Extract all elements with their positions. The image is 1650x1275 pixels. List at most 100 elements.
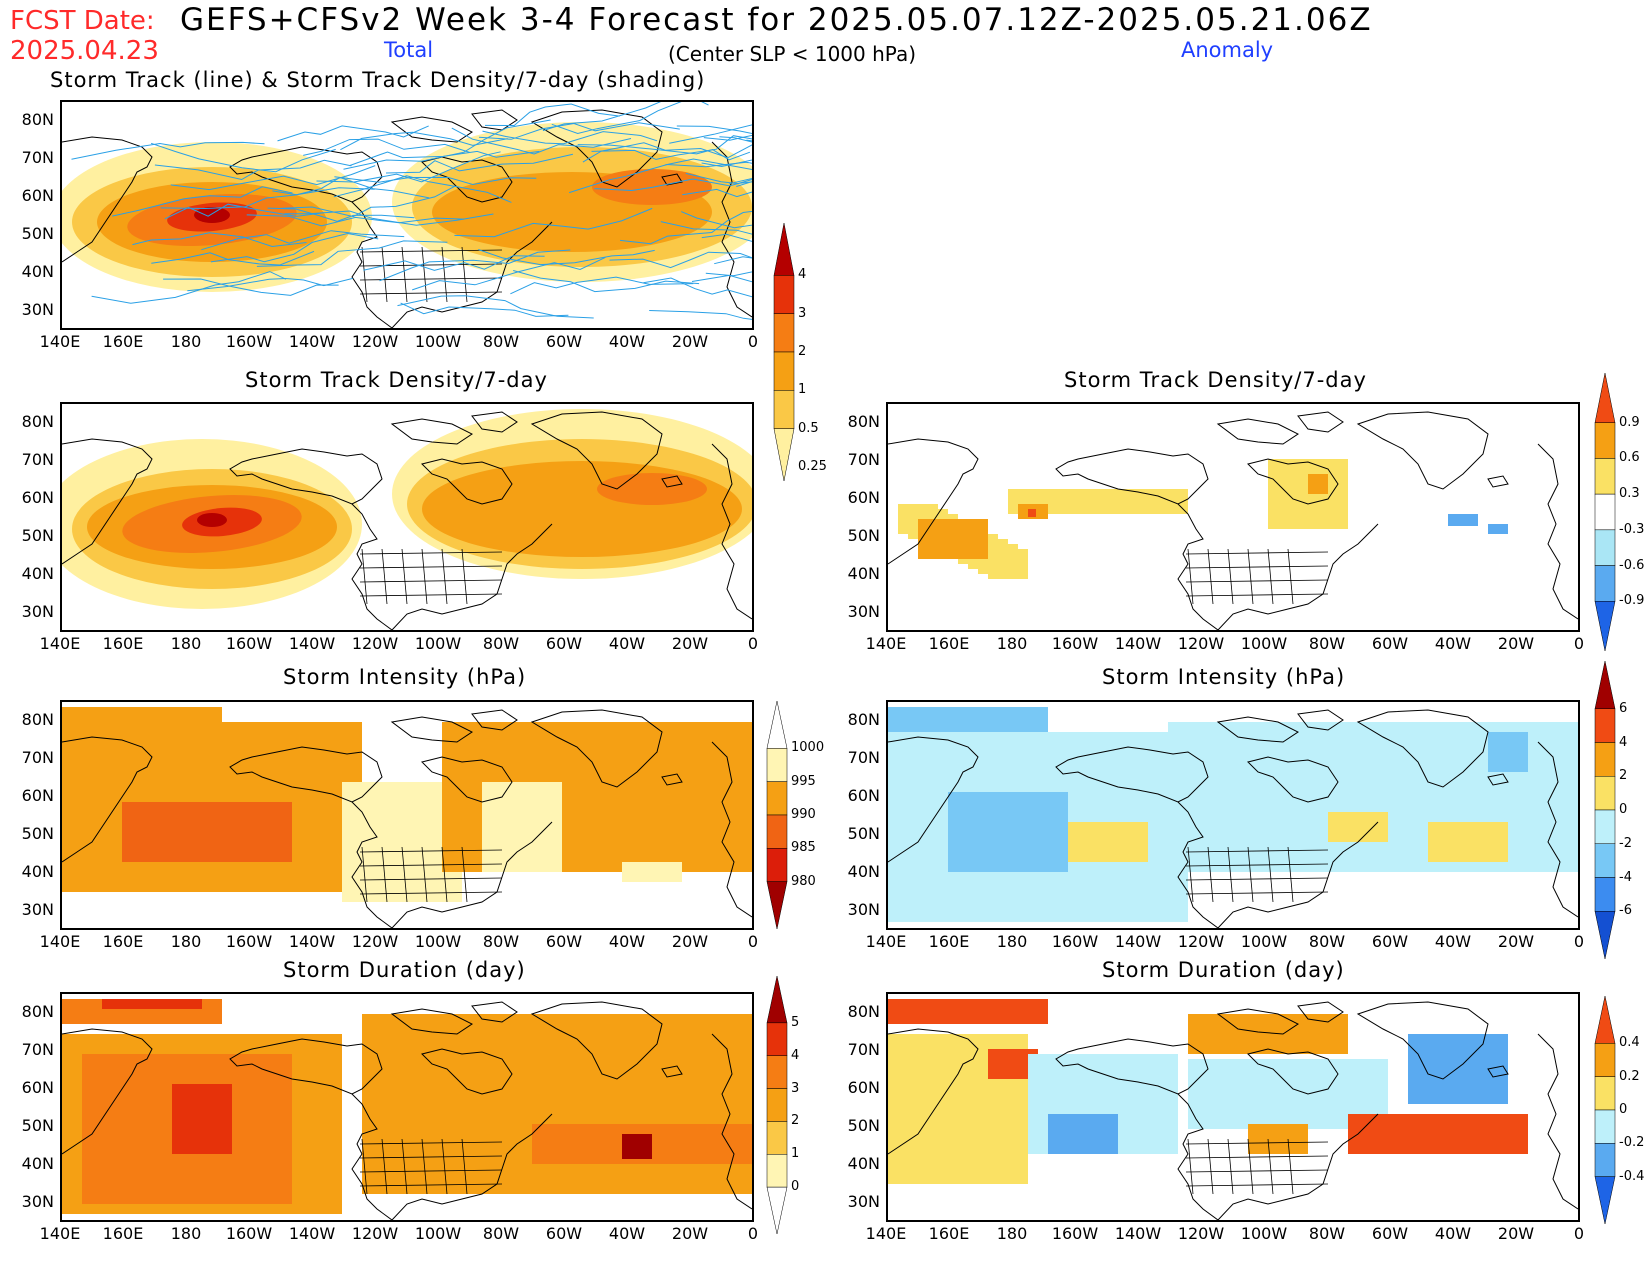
colorbar-top-arrow xyxy=(1594,995,1616,1044)
lon-tick-label: 40W xyxy=(608,932,646,951)
colorbar-tick-label: 990 xyxy=(791,807,816,822)
intensity-total-map xyxy=(60,700,754,930)
lat-tick-label: 30N xyxy=(847,602,880,621)
colorbar-tick-label: 980 xyxy=(791,873,816,889)
colorbar-tick-label: 0.4 xyxy=(1619,1035,1640,1051)
colorbar-top-arrow xyxy=(1594,372,1616,423)
colorbar-tick-label: 6 xyxy=(1619,700,1628,716)
lon-tick-label: 160E xyxy=(928,932,970,951)
lon-tick-label: 180 xyxy=(170,1224,202,1243)
colorbar-bottom-arrow xyxy=(766,1186,788,1235)
colorbar-tick-label: 2 xyxy=(798,344,807,359)
lat-tick-label: 50N xyxy=(21,1116,54,1135)
density-total-title: Storm Track Density/7-day xyxy=(245,368,548,392)
colorbar-tick-label: 2 xyxy=(1619,768,1628,784)
duration-total-title: Storm Duration (day) xyxy=(283,958,526,982)
colorbar-bottom-arrow xyxy=(1594,911,1616,960)
colorbar-segment xyxy=(766,1088,788,1122)
colorbar-segment xyxy=(766,748,788,782)
colorbar-tick-label: 0 xyxy=(1619,802,1628,817)
lon-tick-label: 60W xyxy=(1371,1224,1409,1243)
lon-tick-label: 60W xyxy=(545,332,583,351)
lat-tick-label: 70N xyxy=(21,1040,54,1059)
colorbar-segment xyxy=(773,351,795,391)
colorbar-swatches xyxy=(1594,372,1616,652)
lon-tick-label: 140E xyxy=(865,634,907,653)
colorbar-tick-label: 995 xyxy=(791,773,816,789)
lon-tick-label: 120W xyxy=(351,634,399,653)
colorbar-bottom-arrow xyxy=(1594,601,1616,652)
lon-tick-label: 0 xyxy=(1573,1224,1585,1243)
lat-tick-label: 40N xyxy=(21,862,54,881)
lon-tick-label: 60W xyxy=(1371,932,1409,951)
lon-tick-label: 140E xyxy=(39,1224,81,1243)
lon-tick-label: 160W xyxy=(225,634,273,653)
lon-tick-label: 0 xyxy=(1573,932,1585,951)
lat-tick-label: 30N xyxy=(21,1192,54,1211)
colorbar-top-arrow xyxy=(766,700,788,749)
lon-tick-label: 120W xyxy=(351,932,399,951)
track-panel-title: Storm Track (line) & Storm Track Density… xyxy=(50,68,706,92)
lon-tick-label: 20W xyxy=(1497,634,1535,653)
lat-tick-label: 60N xyxy=(21,786,54,805)
lon-tick-label: 160E xyxy=(928,634,970,653)
lon-tick-label: 160W xyxy=(1051,634,1099,653)
lon-tick-label: 40W xyxy=(1434,1224,1472,1243)
colorbar-tick-label: 0.25 xyxy=(798,459,827,474)
lon-tick-label: 120W xyxy=(1177,932,1225,951)
lon-tick-label: 140E xyxy=(39,932,81,951)
colorbar-tick-label: 4 xyxy=(798,267,807,283)
lon-tick-label: 100W xyxy=(414,634,462,653)
colorbar-tick-label: -6 xyxy=(1619,903,1632,919)
lon-tick-label: 140E xyxy=(865,1224,907,1243)
lat-tick-label: 50N xyxy=(847,1116,880,1135)
lat-tick-label: 80N xyxy=(21,412,54,431)
lat-tick-label: 30N xyxy=(847,1192,880,1211)
lat-tick-label: 80N xyxy=(847,412,880,431)
colorbar-tick-label: 4 xyxy=(1619,734,1628,750)
lon-tick-label: 100W xyxy=(414,332,462,351)
lon-tick-label: 60W xyxy=(545,634,583,653)
lon-tick-label: 140W xyxy=(288,1224,336,1243)
lon-tick-label: 40W xyxy=(1434,634,1472,653)
lon-tick-label: 80W xyxy=(482,634,520,653)
lat-tick-label: 40N xyxy=(847,1154,880,1173)
lat-tick-label: 80N xyxy=(21,110,54,129)
colorbar-segment xyxy=(1594,493,1616,531)
lon-tick-label: 40W xyxy=(608,1224,646,1243)
colorbar-tick-label: 985 xyxy=(791,840,816,856)
lon-tick-label: 160E xyxy=(102,932,144,951)
colorbar-segment xyxy=(1594,1109,1616,1144)
lon-tick-label: 80W xyxy=(1308,634,1346,653)
lat-tick-label: 50N xyxy=(847,824,880,843)
lat-tick-label: 50N xyxy=(847,526,880,545)
colorbar-segment xyxy=(766,781,788,816)
colorbar-segment xyxy=(773,275,795,314)
colorbar-segment xyxy=(766,1055,788,1089)
lat-tick-label: 60N xyxy=(847,488,880,507)
lon-tick-label: 80W xyxy=(482,932,520,951)
colorbar-segment xyxy=(766,1154,788,1188)
lat-tick-label: 50N xyxy=(21,224,54,243)
colorbar-segment xyxy=(1594,1143,1616,1177)
colorbar-segment xyxy=(766,1022,788,1056)
lon-tick-label: 60W xyxy=(545,1224,583,1243)
colorbar-segment xyxy=(1594,877,1616,912)
lat-tick-label: 40N xyxy=(847,862,880,881)
colorbar-segment xyxy=(1594,422,1616,459)
lat-tick-label: 50N xyxy=(21,824,54,843)
lon-tick-label: 20W xyxy=(671,932,709,951)
lat-tick-label: 60N xyxy=(21,1078,54,1097)
colorbar-segment xyxy=(766,848,788,882)
colorbar-tick-label: 4 xyxy=(791,1047,800,1063)
lat-tick-label: 80N xyxy=(847,1002,880,1021)
colorbar-top-arrow xyxy=(773,222,795,276)
colorbar-segment xyxy=(766,814,788,849)
lon-tick-label: 100W xyxy=(1240,1224,1288,1243)
lon-tick-label: 140E xyxy=(865,932,907,951)
colorbar-tick-label: 3 xyxy=(798,305,807,321)
lat-tick-label: 80N xyxy=(21,710,54,729)
lon-tick-label: 80W xyxy=(482,1224,520,1243)
colorbar-swatches xyxy=(766,975,788,1235)
lon-tick-label: 160W xyxy=(225,332,273,351)
